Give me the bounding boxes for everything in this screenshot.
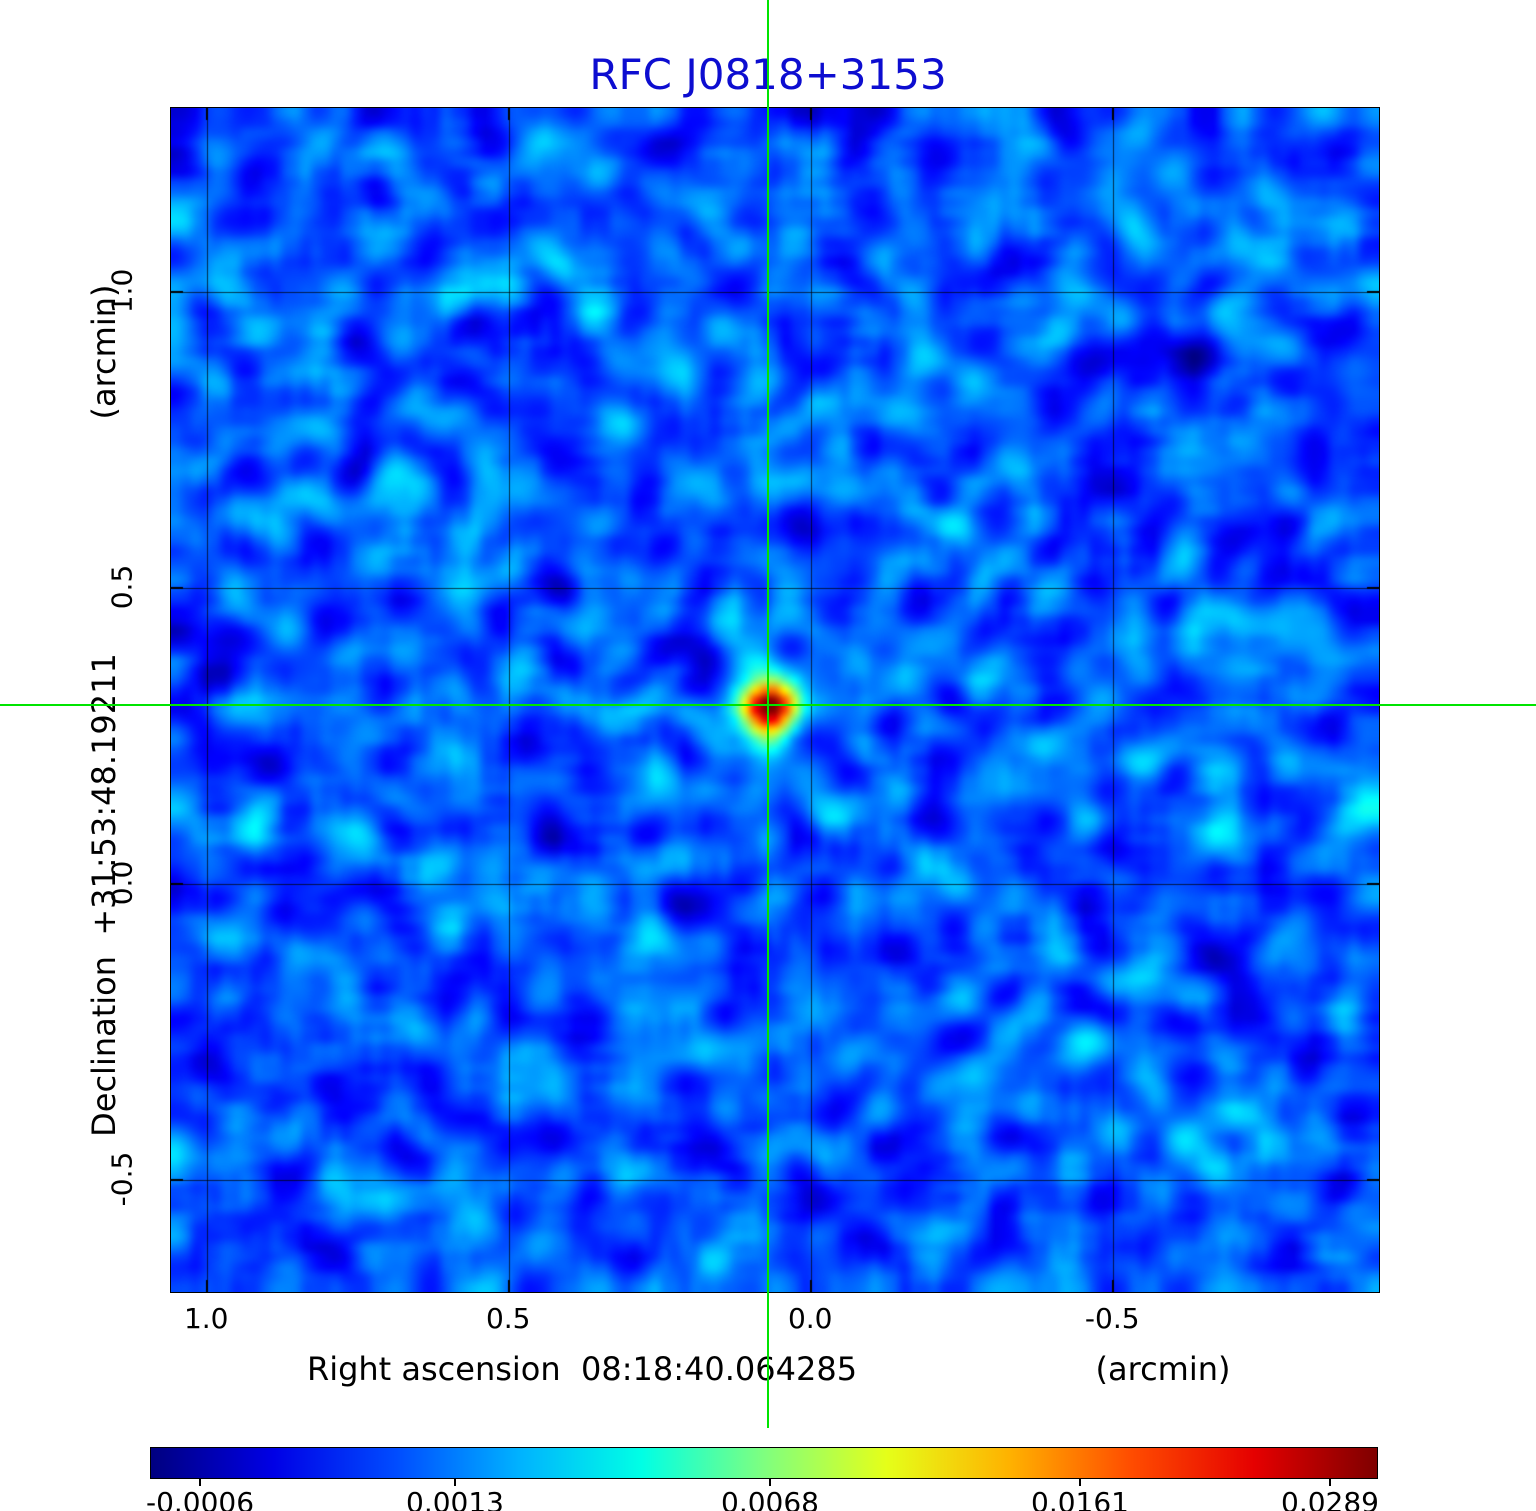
x-axis-label: Right ascension 08:18:40.064285 — [306, 1350, 858, 1388]
sky-image-canvas — [171, 108, 1379, 1292]
colorbar-label: 0.0289 — [1281, 1486, 1379, 1511]
colorbar-label: 0.0068 — [721, 1486, 819, 1511]
colorbar-tick — [1079, 1479, 1081, 1486]
x-tick-label: 0.5 — [485, 1302, 531, 1335]
colorbar-tick — [769, 1479, 771, 1486]
colorbar-label: 0.0013 — [406, 1486, 504, 1511]
colorbar-label: -0.0006 — [145, 1486, 255, 1511]
colorbar-tick — [454, 1479, 456, 1486]
colorbar-tick — [1329, 1479, 1331, 1486]
x-tick-label: 0.0 — [787, 1302, 833, 1335]
y-tick-label: 0.5 — [105, 564, 139, 609]
y-axis-label: Declination +31:53:48.19211 — [85, 653, 123, 1137]
crosshair-vertical-line — [766, 0, 769, 1428]
sky-image-plot — [170, 107, 1380, 1293]
crosshair-horizontal-line — [0, 703, 1536, 706]
colorbar-label: 0.0161 — [1031, 1486, 1129, 1511]
y-tick-label: -0.5 — [105, 1151, 139, 1206]
y-axis-unit-label: (arcmin) — [85, 284, 123, 420]
x-tick-label: -0.5 — [1084, 1302, 1140, 1335]
colorbar-tick — [199, 1479, 201, 1486]
x-tick-label: 1.0 — [183, 1302, 229, 1335]
colorbar-gradient — [150, 1447, 1378, 1479]
x-axis-unit-label: (arcmin) — [1095, 1350, 1231, 1388]
